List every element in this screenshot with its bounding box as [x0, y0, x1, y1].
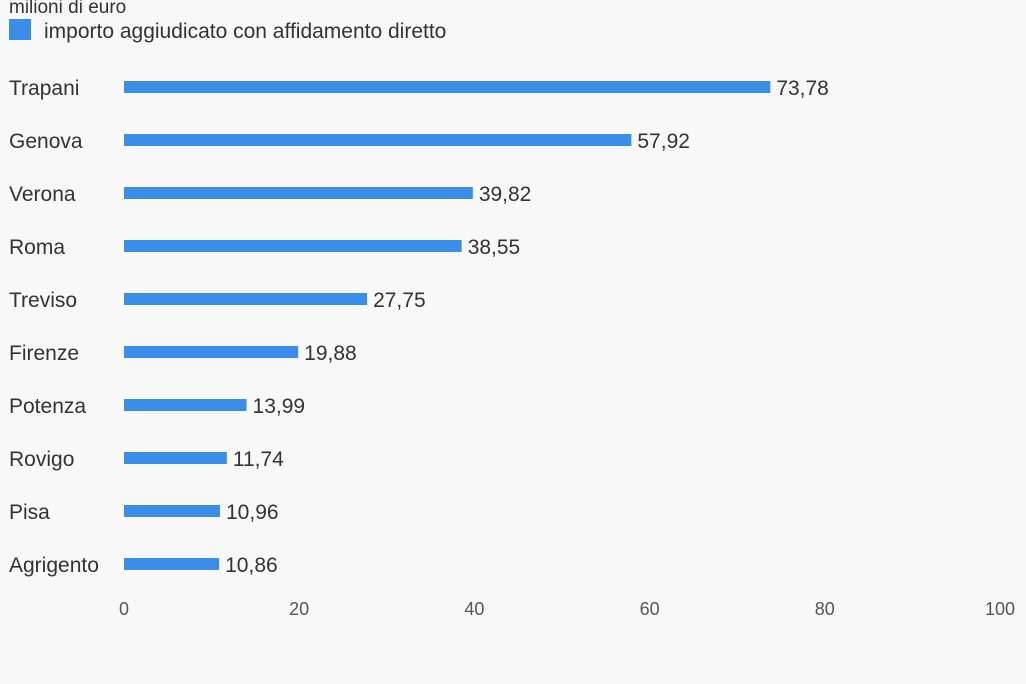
bar: [124, 81, 771, 93]
bar: [124, 240, 462, 252]
bar: [124, 452, 227, 464]
x-tick-label: 40: [464, 599, 484, 619]
category-label: Rovigo: [9, 448, 74, 471]
x-axis: 0 20 40 60 80 100: [119, 599, 1015, 619]
bar: [124, 293, 368, 305]
value-label: 11,74: [233, 448, 284, 471]
category-label: Treviso: [9, 289, 77, 312]
x-tick-label: 0: [119, 599, 129, 619]
category-label: Verona: [9, 183, 76, 206]
bar: [124, 399, 247, 411]
value-label: 10,96: [226, 501, 279, 524]
legend-swatch: [9, 19, 31, 40]
x-tick-label: 20: [289, 599, 309, 619]
value-label: 39,82: [479, 183, 532, 206]
legend: importo aggiudicato con affidamento dire…: [9, 19, 446, 43]
unit-label: milioni di euro: [9, 0, 126, 18]
value-label: 19,88: [304, 342, 357, 365]
bar: [124, 558, 220, 570]
bar: [124, 187, 473, 199]
category-label: Pisa: [9, 501, 50, 524]
bar: [124, 346, 299, 358]
bars: Trapani 73,78 Genova 57,92 Verona 39,82 Roma 38…: [9, 77, 829, 577]
bar: [124, 505, 221, 517]
category-label: Agrigento: [9, 554, 99, 577]
category-label: Trapani: [9, 77, 79, 100]
value-label: 73,78: [776, 77, 829, 100]
x-tick-label: 100: [985, 599, 1015, 619]
x-tick-label: 80: [815, 599, 835, 619]
value-label: 57,92: [637, 130, 690, 153]
bar: [124, 134, 632, 146]
category-label: Roma: [9, 236, 65, 259]
category-label: Genova: [9, 130, 83, 153]
category-label: Firenze: [9, 342, 79, 365]
value-label: 13,99: [253, 395, 306, 418]
value-label: 27,75: [373, 289, 426, 312]
category-label: Potenza: [9, 395, 86, 418]
legend-label: importo aggiudicato con affidamento dire…: [44, 20, 446, 43]
x-tick-label: 60: [640, 599, 660, 619]
value-label: 38,55: [468, 236, 521, 259]
value-label: 10,86: [225, 554, 278, 577]
